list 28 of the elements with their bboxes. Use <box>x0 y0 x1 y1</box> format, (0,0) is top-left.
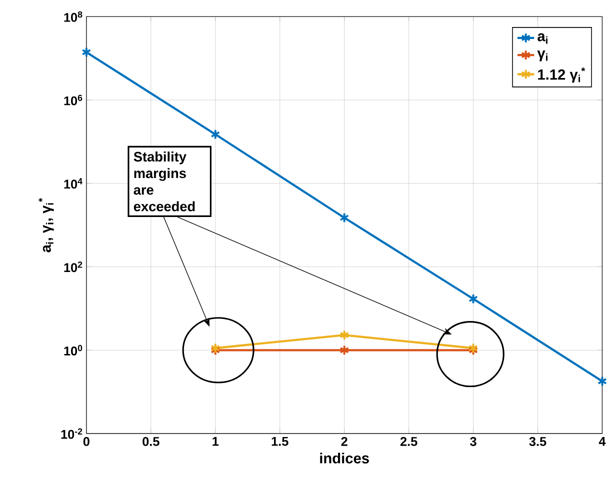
y-tick-label: 10$^{2}$ <box>64 261 82 272</box>
y-tick-label: 10$^{6}$ <box>64 94 82 106</box>
point <box>210 128 220 140</box>
point <box>82 46 92 58</box>
point <box>468 293 478 304</box>
legend-label: γ$_{i}$ <box>537 50 548 61</box>
point <box>340 212 350 223</box>
x-tick-label: 3 <box>470 436 476 446</box>
y-tick-label: 10$^{4}$ <box>64 178 82 188</box>
x-tick-label: 4 <box>598 436 606 446</box>
legend-label: 1.12 γ$_{i}$* <box>538 67 586 82</box>
point <box>340 344 350 356</box>
x-tick-label: 0.5 <box>142 436 160 446</box>
x-tick-label: 1.5 <box>272 436 288 446</box>
x-tick-label: 2.5 <box>400 436 418 446</box>
y-tick-label: 10$^{0}$ <box>64 344 82 356</box>
annotation: Stability margins are exceeded <box>134 151 195 212</box>
x-tick-label: 2 <box>341 436 348 446</box>
x-tick-label: 3.5 <box>529 436 546 446</box>
point <box>340 330 350 340</box>
x-tick-label: 1 <box>212 436 219 446</box>
y-tick-label: 10$^{-2}$ <box>61 428 82 439</box>
x-tick-label: 0 <box>83 436 90 446</box>
legend-label: a$_{i}$ <box>538 33 548 44</box>
y-tick-label: 10$^{8}$ <box>64 11 82 22</box>
point <box>597 376 608 386</box>
y-axis-title: a$_{i}$, γ$_{i}$, γ$_{i}$* <box>38 198 54 252</box>
x-axis-title: indices <box>320 452 369 464</box>
